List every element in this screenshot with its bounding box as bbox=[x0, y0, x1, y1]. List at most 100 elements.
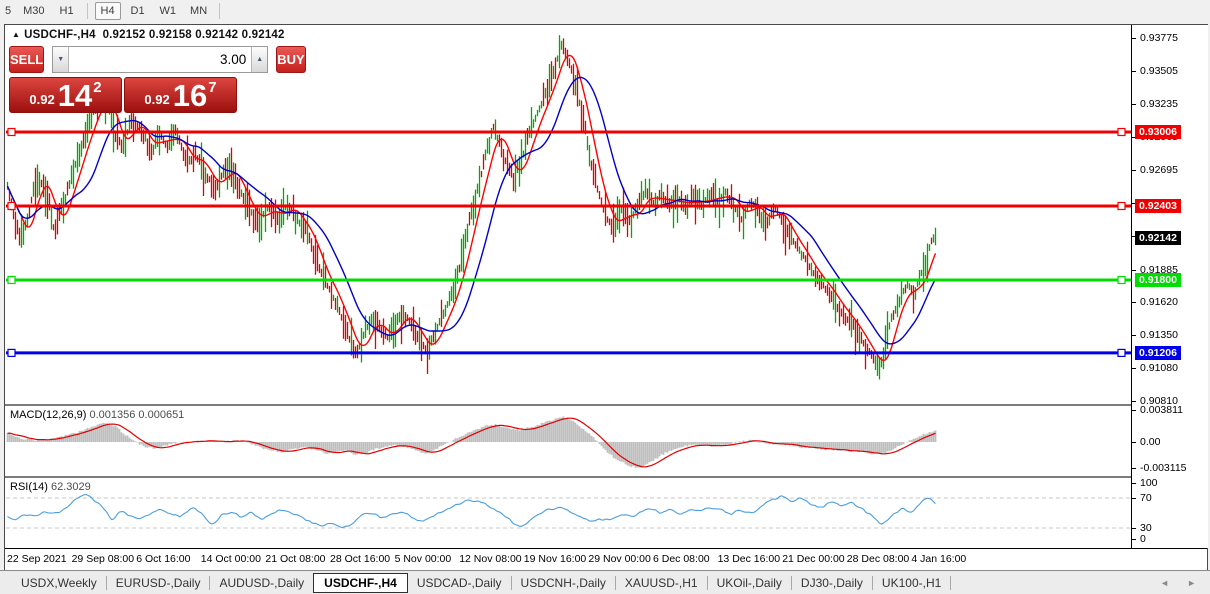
tab-usdchf-h4[interactable]: USDCHF-,H4 bbox=[313, 572, 408, 593]
volume-decrease-button[interactable]: ▼ bbox=[53, 47, 70, 72]
volume-increase-button[interactable]: ▲ bbox=[251, 47, 268, 72]
sell-price-sup: 2 bbox=[93, 79, 102, 96]
line-handle bbox=[1117, 348, 1126, 357]
axis-tick bbox=[1132, 71, 1136, 72]
tf-h1-button[interactable]: H1 bbox=[54, 2, 80, 20]
macd-values: 0.001356 0.000651 bbox=[89, 409, 185, 421]
tab-eurusd-daily[interactable]: EURUSD-,Daily bbox=[115, 575, 201, 590]
rsi-value: 62.3029 bbox=[50, 481, 91, 493]
tab-separator bbox=[105, 575, 107, 590]
time-tick-label: 21 Dec 00:00 bbox=[782, 553, 845, 565]
chart-tabs-bar: USDX,Weekly EURUSD-,Daily AUDUSD-,Daily … bbox=[0, 570, 1210, 594]
line-handle bbox=[1117, 127, 1126, 137]
trade-controls-row: SELL ▼ ▲ BUY bbox=[9, 46, 306, 73]
tf-mn-button[interactable]: MN bbox=[185, 2, 212, 20]
ma-fast-line bbox=[6, 54, 937, 362]
tabs-scroll-right-icon[interactable]: ► bbox=[1187, 577, 1196, 588]
chart-window: 22 Sep 2021 29 Sep 08:00 6 Oct 16:00 14 Oct… bbox=[4, 24, 1208, 571]
time-axis-line bbox=[5, 548, 1207, 549]
tabs-scroll-arrows: ◄ ► bbox=[1160, 578, 1196, 588]
chart-ohlc-values: 0.92152 0.92158 0.92142 0.92142 bbox=[102, 29, 285, 41]
axis-tick bbox=[1132, 203, 1136, 204]
toolbar-separator bbox=[86, 3, 88, 19]
time-tick-label: 6 Dec 08:00 bbox=[653, 553, 710, 565]
buy-button[interactable]: BUY bbox=[276, 46, 306, 73]
buy-price-small: 0.92 bbox=[144, 92, 170, 107]
line-handle bbox=[7, 275, 16, 285]
axis-tick bbox=[1132, 170, 1136, 171]
sell-button[interactable]: SELL bbox=[9, 46, 45, 73]
rsi-tick-label: 100 bbox=[1140, 477, 1158, 489]
macd-label: MACD(12,26,9) 0.001356 0.000651 bbox=[10, 409, 184, 421]
time-tick-label: 5 Nov 00:00 bbox=[394, 553, 452, 565]
tf-d1-button[interactable]: D1 bbox=[125, 2, 151, 20]
sell-price-big: 14 bbox=[57, 78, 93, 113]
price-tick-label: 0.91620 bbox=[1140, 296, 1178, 308]
pane-separator[interactable] bbox=[5, 476, 1207, 478]
time-axis[interactable]: 22 Sep 2021 29 Sep 08:00 6 Oct 16:00 14 Oct… bbox=[5, 549, 1207, 571]
tab-usdcnh-daily[interactable]: USDCNH-,Daily bbox=[520, 575, 606, 590]
rsi-tick-label: 70 bbox=[1140, 492, 1152, 504]
ma-slow-line bbox=[6, 76, 937, 345]
sell-price-tile[interactable]: 0.92 14 2 bbox=[9, 77, 122, 113]
trade-price-row: 0.92 14 2 0.92 16 7 bbox=[9, 77, 237, 113]
price-tick-label: 0.90810 bbox=[1140, 395, 1178, 407]
rsi-pane-canvas[interactable] bbox=[6, 478, 1132, 548]
axis-tick bbox=[1132, 236, 1136, 237]
axis-tick bbox=[1132, 539, 1136, 540]
rsi-label: RSI(14) 62.3029 bbox=[10, 481, 91, 493]
time-tick-label: 29 Nov 00:00 bbox=[588, 553, 651, 565]
sell-price-small: 0.92 bbox=[29, 92, 55, 107]
tabs-scroll-left-icon[interactable]: ◄ bbox=[1160, 577, 1170, 588]
volume-input[interactable] bbox=[69, 47, 252, 72]
macd-name: MACD(12,26,9) bbox=[10, 409, 87, 421]
tab-audusd-daily[interactable]: AUDUSD-,Daily bbox=[219, 575, 305, 590]
price-tick-label: 0.91350 bbox=[1140, 329, 1178, 341]
axis-tick bbox=[1132, 104, 1136, 105]
tf-h4-button[interactable]: H4 bbox=[94, 2, 121, 20]
tab-xauusd-h1[interactable]: XAUUSD-,H1 bbox=[624, 575, 698, 590]
tf-m5-button[interactable]: 5 bbox=[2, 2, 14, 20]
tf-w1-button[interactable]: W1 bbox=[155, 2, 182, 20]
axis-tick bbox=[1132, 468, 1136, 469]
macd-tick-label: -0.003115 bbox=[1140, 462, 1187, 474]
volume-group: ▼ ▲ bbox=[52, 46, 269, 73]
price-tick-label: 0.93235 bbox=[1140, 98, 1178, 110]
time-tick-label: 28 Oct 16:00 bbox=[330, 553, 391, 565]
axis-tick bbox=[1132, 483, 1136, 484]
macd-tick-label: 0.003811 bbox=[1140, 404, 1184, 416]
axis-tick bbox=[1132, 38, 1136, 39]
level-price-label: 0.93006 bbox=[1135, 125, 1181, 139]
time-tick-label: 13 Dec 16:00 bbox=[717, 553, 781, 565]
axis-tick bbox=[1132, 528, 1136, 529]
tab-ukoil-daily[interactable]: UKOil-,Daily bbox=[716, 575, 782, 590]
tab-dj30-daily[interactable]: DJ30-,Daily bbox=[800, 575, 863, 590]
axis-tick bbox=[1132, 137, 1136, 138]
toolbar-separator bbox=[219, 3, 221, 19]
tab-separator bbox=[950, 575, 952, 590]
tab-separator bbox=[790, 575, 792, 590]
time-tick-label: 29 Sep 08:00 bbox=[71, 553, 135, 565]
tab-separator bbox=[871, 575, 873, 590]
time-tick-label: 22 Sep 2021 bbox=[7, 553, 67, 565]
axis-tick bbox=[1132, 302, 1136, 303]
axis-tick bbox=[1132, 442, 1136, 443]
rsi-line bbox=[7, 493, 936, 529]
level-price-label: 0.92403 bbox=[1135, 199, 1181, 213]
macd-pane-canvas[interactable] bbox=[6, 406, 1132, 476]
pane-separator[interactable] bbox=[5, 404, 1207, 406]
buy-price-tile[interactable]: 0.92 16 7 bbox=[124, 77, 237, 113]
tf-m30-button[interactable]: M30 bbox=[18, 2, 49, 20]
tab-uk100-h1[interactable]: UK100-,H1 bbox=[881, 575, 942, 590]
tab-usdcad-daily[interactable]: USDCAD-,Daily bbox=[416, 575, 502, 590]
price-axis[interactable]: 0.937750.935050.932350.929650.926950.924… bbox=[1131, 25, 1208, 548]
time-tick-label: 6 Oct 16:00 bbox=[136, 553, 191, 565]
collapse-triangle-icon[interactable]: ▲ bbox=[12, 30, 21, 39]
axis-tick bbox=[1132, 410, 1136, 411]
timeframe-toolbar: 5 M30 H1 H4 D1 W1 MN bbox=[0, 0, 1210, 22]
tab-usdx-weekly[interactable]: USDX,Weekly bbox=[21, 575, 97, 590]
line-handle bbox=[7, 348, 16, 357]
axis-tick bbox=[1132, 335, 1136, 336]
time-tick-label: 28 Dec 08:00 bbox=[846, 553, 910, 565]
